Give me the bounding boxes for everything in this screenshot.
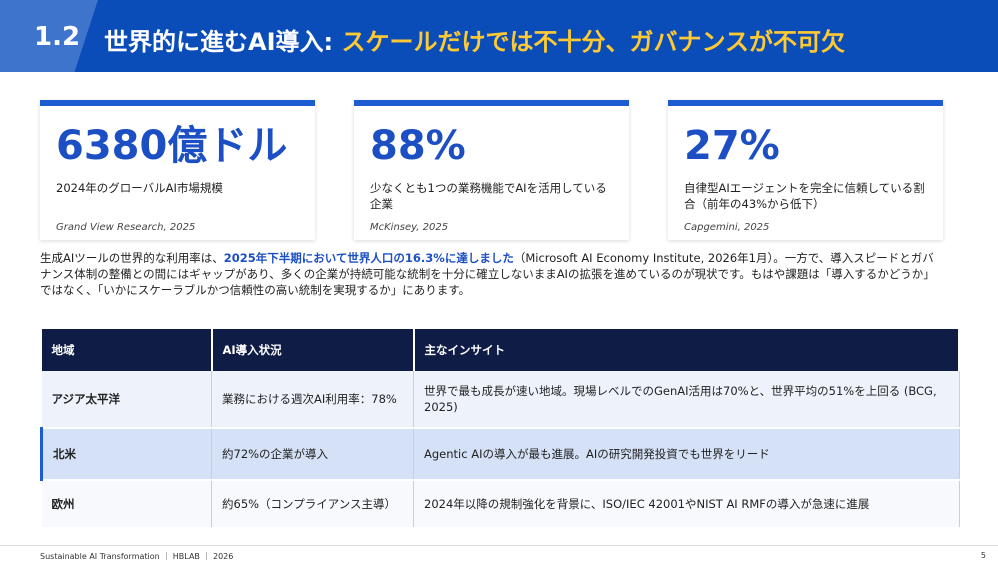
footer: Sustainable AI Transformation ｜ HBLAB ｜ …	[0, 545, 998, 563]
page-number: 5	[980, 551, 986, 560]
table-cell: 2024年以降の規制強化を背景に、ISO/IEC 42001やNIST AI R…	[413, 480, 960, 529]
stat-source: McKinsey, 2025	[370, 222, 449, 233]
stat-description: 自律型AIエージェントを完全に信頼している割合（前年の43%から低下）	[684, 181, 925, 211]
title-accent: スケールだけでは不十分、ガバナンスが不可欠	[341, 28, 845, 56]
stat-card: 6380億ドル 2024年のグローバルAI市場規模 Grand View Resea…	[40, 100, 315, 240]
footer-text: Sustainable AI Transformation ｜ HBLAB ｜ …	[40, 552, 234, 561]
column-header: 地域	[41, 329, 213, 371]
table-cell: 北米	[40, 428, 212, 481]
table: 地域 AI導入状況 主なインサイト アジア太平洋 業務における週次AI利用率：78% 世界…	[40, 329, 960, 529]
stat-description: 少なくとも1つの業務機能でAIを活用している企業	[370, 181, 607, 211]
text: 生成AIツールの世界的な利用率は、	[40, 251, 224, 265]
table-cell: 欧州	[41, 480, 212, 529]
column-header: AI導入状況	[211, 329, 415, 371]
stat-value: 6380億ドル	[56, 123, 288, 169]
stat-card: 27% 自律型AIエージェントを完全に信頼している割合（前年の43%から低下） Ca…	[668, 100, 943, 240]
table-cell: Agentic AIの導入が最も進展。AIの研究開発投資でも世界をリード	[413, 428, 960, 481]
table-cell: 世界で最も成長が速い地域。現場レベルでのGenAI活用は70%と、世界平均の51…	[413, 371, 960, 429]
title: 世界的に進むAI導入: スケールだけでは不十分、ガバナンスが不可欠	[104, 22, 845, 57]
header-row: 地域 AI導入状況 主なインサイト	[41, 329, 960, 371]
stat-value: 27%	[684, 123, 780, 169]
table-cell: アジア太平洋	[41, 371, 212, 429]
table-row: 欧州 約65%（コンプライアンス主導） 2024年以降の規制強化を背景に、ISO/I…	[41, 480, 960, 529]
table-row: アジア太平洋 業務における週次AI利用率：78% 世界で最も成長が速い地域。現場レベ…	[41, 371, 960, 429]
stat-value: 88%	[370, 123, 466, 169]
highlight: 2025年下半期において世界人口の16.3%に達しました	[223, 251, 514, 265]
stat-source: Grand View Research, 2025	[56, 222, 196, 233]
text: （Microsoft AI Economy Institute, 2026年1月…	[40, 251, 935, 297]
column-header: 主なインサイト	[413, 329, 960, 371]
table-row: 北米 約72%の企業が導入 Agentic AIの導入が最も進展。AIの研究開発投資…	[40, 428, 960, 481]
table-cell: 約72%の企業が導入	[211, 428, 414, 481]
stat-card: 88% 少なくとも1つの業務機能でAIを活用している企業 McKinsey, 202…	[354, 100, 629, 240]
table-cell: 約65%（コンプライアンス主導）	[211, 480, 414, 529]
title-main: 世界的に進むAI導入:	[104, 28, 342, 56]
header: 1.2 世界的に進むAI導入: スケールだけでは不十分、ガバナンスが不可欠	[0, 0, 998, 72]
section-number: 1.2	[34, 22, 81, 52]
stat-description: 2024年のグローバルAI市場規模	[56, 181, 223, 195]
table-cell: 業務における週次AI利用率：78%	[211, 371, 414, 429]
paragraph: 生成AIツールの世界的な利用率は、2025年下半期において世界人口の16.3%に…	[40, 250, 940, 298]
stat-source: Capgemini, 2025	[684, 222, 770, 233]
